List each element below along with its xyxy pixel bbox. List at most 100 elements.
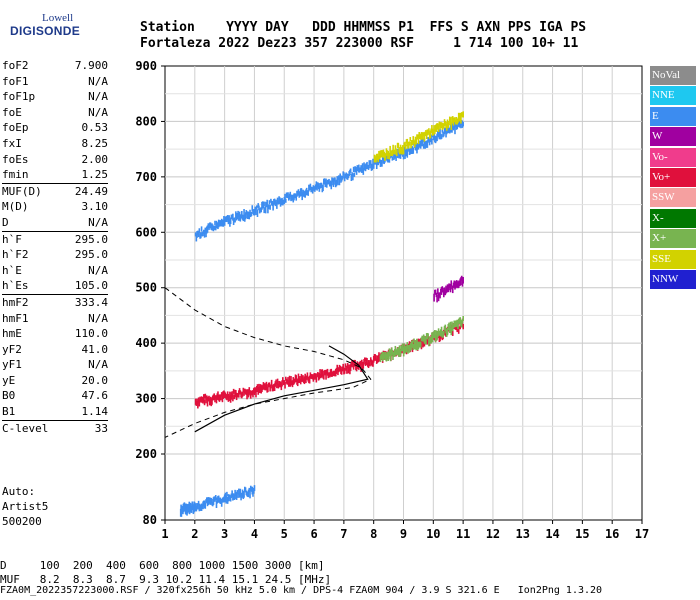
param-name: h`F (2, 232, 22, 246)
param-row: foF2 7.900 (2, 58, 108, 74)
param-value: 295.0 (74, 232, 108, 246)
trace-mark (203, 394, 205, 403)
param-name: D (2, 215, 9, 229)
param-value: 47.6 (81, 389, 109, 403)
param-value: 295.0 (74, 248, 108, 262)
trace-mark (214, 397, 216, 403)
trace-mark (444, 127, 447, 133)
trace-mark (394, 345, 397, 350)
trace-mark (232, 394, 234, 402)
param-row: MUF(D) 24.49 (2, 184, 108, 200)
trace-mark (220, 498, 223, 507)
x-tick-label: 12 (486, 527, 500, 541)
trace-mark (387, 351, 390, 360)
trace-mark (322, 184, 324, 192)
station-header: Station YYYY DAY DDD HHMMSS P1 FFS S AXN… (140, 20, 586, 52)
param-name: foE (2, 105, 22, 119)
trace-mark (180, 509, 183, 517)
trace-mark (405, 346, 408, 353)
trace-mark (204, 502, 207, 509)
trace-mark (381, 160, 383, 167)
trace-mark (307, 190, 309, 196)
trace-mark (233, 394, 236, 400)
trace-mark (213, 393, 216, 400)
trace-mark (445, 130, 448, 135)
trace-mark (228, 395, 230, 402)
trace-mark (343, 367, 346, 374)
param-row: C-level 33 (2, 421, 108, 437)
trace-mark (206, 225, 209, 233)
trace-mark (401, 146, 403, 155)
x-tick-label: 7 (340, 527, 347, 541)
trace-mark (284, 198, 287, 203)
x-tick-label: 4 (251, 527, 258, 541)
trace-mark (331, 178, 334, 183)
trace-mark (382, 149, 385, 154)
x-tick-label: 1 (161, 527, 168, 541)
trace-mark (456, 319, 459, 327)
trace-mark (366, 358, 368, 363)
file-info-footer: FZA0M_2022357223000.RSF / 320fx256h 50 k… (0, 585, 603, 596)
trace-mark (188, 507, 191, 515)
trace-mark (277, 383, 280, 389)
scaled-parameters-panel: foF2 7.900 foF1 N/A foF1p N/A foE N/A foEp 0.53 fx… (2, 58, 108, 436)
trace-mark (422, 134, 424, 140)
legend-item: SSE (650, 249, 696, 269)
param-row: B0 47.6 (2, 388, 108, 404)
x-tick-label: 14 (545, 527, 559, 541)
trace-mark (447, 122, 450, 129)
trace-mark (205, 395, 208, 401)
y-tick-label: 80 (143, 513, 157, 527)
trace-mark (297, 373, 300, 381)
trace-mark (449, 117, 452, 126)
y-tick-label: 500 (135, 281, 157, 295)
param-name: foF1p (2, 90, 36, 104)
trace-mark (276, 378, 279, 385)
trace-mark (317, 372, 319, 377)
trace-mark (343, 172, 345, 179)
param-row: foE N/A (2, 105, 108, 121)
trace-mark (311, 187, 314, 194)
trace-mark (440, 134, 443, 139)
trace-mark (236, 490, 239, 495)
x-tick-label: 10 (426, 527, 440, 541)
trace-mark (272, 202, 274, 211)
trace-mark (215, 397, 218, 404)
trace-mark (381, 351, 384, 358)
trace-mark (422, 143, 425, 149)
trace-mark (421, 139, 423, 147)
distance-row: D 100 200 400 600 800 1000 1500 3000 [km… (0, 559, 325, 572)
param-name: h`F2 (2, 248, 29, 262)
trace-mark (447, 323, 450, 331)
trace-mark (460, 277, 462, 286)
trace-mark (461, 318, 464, 324)
trace-mark (443, 290, 445, 298)
param-row: h`F 295.0 (2, 232, 108, 248)
trace-mark (409, 137, 412, 142)
trace-mark (197, 500, 200, 506)
trace-mark (414, 340, 417, 345)
param-value: N/A (88, 90, 108, 104)
trace-mark (242, 387, 245, 393)
param-name: yE (2, 373, 16, 387)
trace-mark (242, 214, 245, 222)
trace-mark (250, 211, 253, 216)
ionogram-trace (433, 275, 464, 303)
trace-mark (369, 161, 371, 169)
trace-mark (205, 497, 208, 503)
trace-mark (229, 217, 232, 225)
x-tick-label: 17 (635, 527, 649, 541)
trace-mark (270, 384, 272, 389)
trace-mark (287, 377, 289, 384)
trace-mark (381, 150, 384, 158)
trace-mark (450, 280, 453, 287)
trace-mark (372, 163, 375, 169)
trace-mark (398, 350, 400, 358)
ionogram-trace (373, 111, 464, 163)
trace-mark (457, 323, 459, 330)
param-row: h`E N/A (2, 263, 108, 279)
legend-item: W (650, 127, 696, 147)
param-row: foF1 N/A (2, 74, 108, 90)
trace-mark (393, 149, 396, 155)
trace-mark (454, 126, 456, 135)
